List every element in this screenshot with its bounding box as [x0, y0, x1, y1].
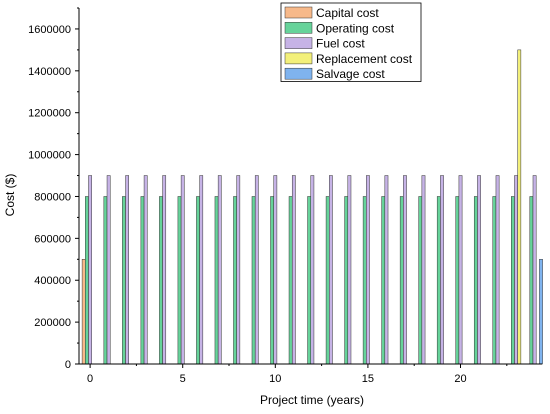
bar-fuel-cost [88, 175, 92, 365]
bar-fuel-cost [477, 175, 481, 365]
y-tick-label: 400000 [34, 275, 71, 287]
bar-salvage-cost [539, 259, 543, 365]
bar-operating-cost [418, 196, 423, 365]
x-axis-label: Project time (years) [260, 393, 364, 407]
bar-fuel-cost [366, 175, 370, 365]
bar-operating-cost [455, 196, 460, 365]
y-tick-label: 200000 [34, 317, 71, 329]
bar-operating-cost [511, 196, 515, 365]
bar-operating-cost [140, 196, 145, 365]
y-tick-label: 1600000 [28, 24, 71, 36]
legend-swatch [284, 6, 313, 19]
bar-operating-cost [362, 196, 367, 365]
legend-swatch [284, 37, 313, 49]
bar-operating-cost [399, 196, 404, 365]
bar-capital-cost [81, 259, 86, 365]
bar-operating-cost [473, 196, 478, 365]
bar-fuel-cost [310, 175, 315, 365]
y-tick-label: 1000000 [28, 150, 71, 162]
bar-operating-cost [159, 196, 163, 365]
y-tick-label: 0 [65, 359, 71, 371]
bar-fuel-cost [106, 175, 111, 365]
bar-operating-cost [436, 196, 441, 365]
legend-swatch [284, 22, 313, 34]
legend-label: Capital cost [316, 6, 379, 20]
legend-label: Operating cost [316, 21, 395, 35]
legend-swatch [284, 52, 313, 65]
bar-fuel-cost [329, 175, 333, 365]
x-tick-label: 15 [362, 373, 374, 385]
x-tick-label: 10 [269, 373, 281, 385]
y-tick-label: 800000 [34, 191, 71, 203]
bar-operating-cost [307, 196, 311, 365]
axes-layer: 0 200000 400000 600000 800000 1000000 1200000 1… [28, 7, 542, 385]
bar-replacement-cost [517, 49, 522, 365]
bar-fuel-cost [180, 175, 185, 365]
bar-fuel-cost [347, 175, 352, 365]
bar-fuel-cost [421, 175, 426, 365]
x-tick-label: 0 [87, 373, 93, 385]
bar-fuel-cost [532, 175, 537, 365]
bar-fuel-cost [291, 175, 296, 365]
bar-operating-cost [85, 196, 89, 365]
bar-fuel-cost [199, 175, 204, 365]
bar-fuel-cost [514, 175, 518, 365]
bar-operating-cost [325, 196, 330, 365]
bar-operating-cost [492, 196, 497, 365]
bar-operating-cost [529, 196, 534, 365]
bar-fuel-cost [273, 175, 278, 365]
bar-fuel-cost [403, 175, 407, 365]
bar-fuel-cost [495, 175, 500, 365]
bar-fuel-cost [254, 175, 259, 365]
bar-operating-cost [103, 196, 108, 365]
legend-label: Fuel cost [316, 37, 365, 51]
bar-operating-cost [177, 196, 182, 365]
bar-operating-cost [233, 196, 237, 365]
y-tick-label: 600000 [34, 233, 71, 245]
y-axis-label: Cost ($) [3, 174, 17, 217]
bar-fuel-cost [440, 175, 444, 365]
bar-fuel-cost [125, 175, 130, 365]
bar-fuel-cost [236, 175, 241, 365]
bar-fuel-cost [162, 175, 167, 365]
bar-fuel-cost [458, 175, 463, 365]
legend-label: Salvage cost [316, 67, 385, 81]
bar-operating-cost [214, 196, 219, 365]
bar-operating-cost [288, 196, 293, 365]
x-tick-label: 5 [180, 373, 186, 385]
y-tick-label: 1200000 [28, 108, 71, 120]
bar-operating-cost [344, 196, 349, 365]
bar-fuel-cost [217, 175, 222, 365]
bar-fuel-cost [143, 175, 148, 365]
y-tick-label: 1400000 [28, 66, 71, 78]
bar-fuel-cost [384, 175, 389, 365]
bar-operating-cost [270, 196, 274, 365]
bar-operating-cost [196, 196, 200, 365]
legend-label: Replacement cost [316, 52, 413, 66]
bar-operating-cost [122, 196, 126, 365]
bar-operating-cost [381, 196, 386, 365]
bars-layer [81, 49, 543, 365]
legend-swatch [284, 67, 313, 80]
bar-operating-cost [251, 196, 256, 365]
x-tick-label: 20 [454, 373, 466, 385]
